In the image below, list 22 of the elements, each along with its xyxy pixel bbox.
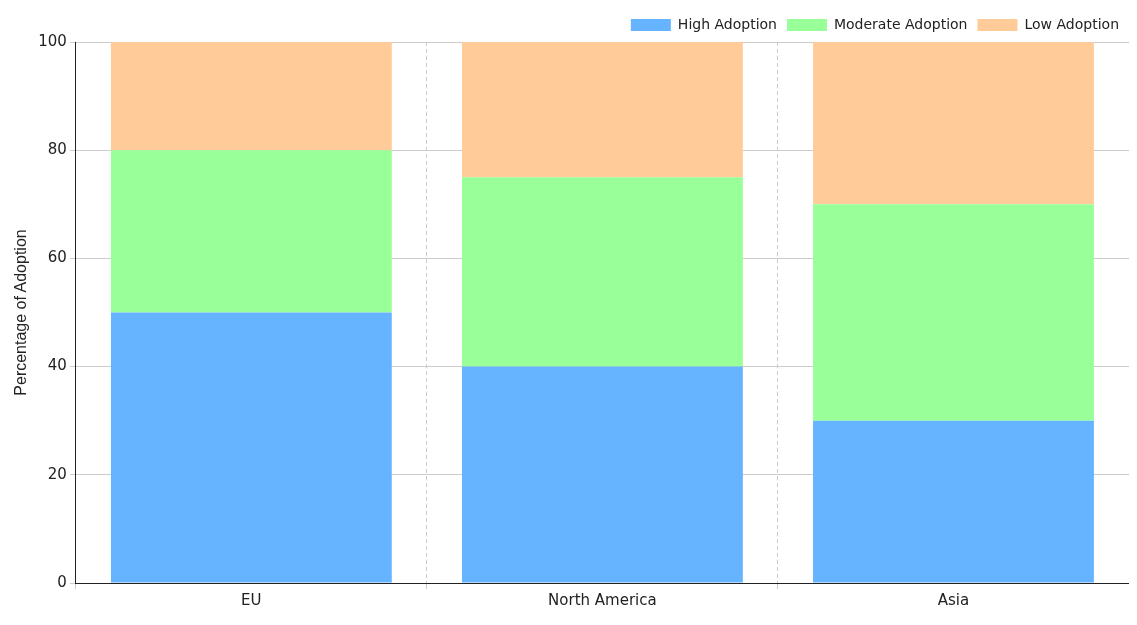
- y-tick-label: 0: [57, 572, 67, 591]
- bar: [813, 420, 1094, 583]
- y-tick-label: 40: [47, 356, 67, 375]
- y-tick-label: 100: [38, 31, 67, 50]
- legend-label: Moderate Adoption: [833, 15, 968, 32]
- bar: [461, 42, 743, 178]
- x-tick-label: EU: [241, 590, 262, 609]
- bar: [110, 150, 392, 313]
- bar: [110, 42, 392, 151]
- legend-label: High Adoption: [677, 15, 777, 32]
- bar: [110, 312, 392, 583]
- bar: [813, 42, 1094, 205]
- y-tick-label: 20: [47, 464, 67, 483]
- y-tick-label: 60: [47, 248, 67, 267]
- legend-label: Low Adoption: [1024, 15, 1120, 32]
- y-axis-title: Percentage of Adoption: [12, 229, 30, 396]
- x-tick-label: North America: [548, 590, 657, 609]
- y-tick-label: 80: [47, 140, 67, 159]
- bar: [461, 177, 743, 367]
- bar: [813, 204, 1094, 421]
- bar: [461, 366, 743, 583]
- x-tick-label: Asia: [937, 590, 970, 609]
